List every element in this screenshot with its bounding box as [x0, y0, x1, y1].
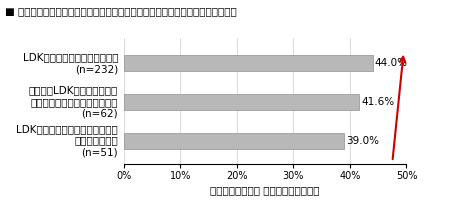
- Text: LDKにいる家族と、すぐに個室に
行く家族がいる
(n=51): LDKにいる家族と、すぐに個室に 行く家族がいる (n=51): [16, 124, 118, 157]
- Text: ■ 夕食後の家族の過ごし方別の省エネルギー行動・環境行動の実行割合（平均）: ■ 夕食後の家族の過ごし方別の省エネルギー行動・環境行動の実行割合（平均）: [5, 6, 236, 16]
- Bar: [124, 94, 359, 110]
- Text: 39.0%: 39.0%: [347, 136, 379, 146]
- Text: しばらくLDKで全員が一緒に
過ごした後、各自の個室に行く
(n=62): しばらくLDKで全員が一緒に 過ごした後、各自の個室に行く (n=62): [29, 85, 118, 119]
- Bar: [124, 133, 344, 149]
- Bar: [124, 55, 373, 71]
- Text: LDKで家族全員が一緒に過ごす
(n=232): LDKで家族全員が一緒に過ごす (n=232): [23, 52, 118, 74]
- X-axis label: 省エネルギー行動 環境行動の実行割合: 省エネルギー行動 環境行動の実行割合: [210, 185, 320, 195]
- Text: 44.0%: 44.0%: [375, 58, 408, 68]
- Text: 41.6%: 41.6%: [361, 97, 394, 107]
